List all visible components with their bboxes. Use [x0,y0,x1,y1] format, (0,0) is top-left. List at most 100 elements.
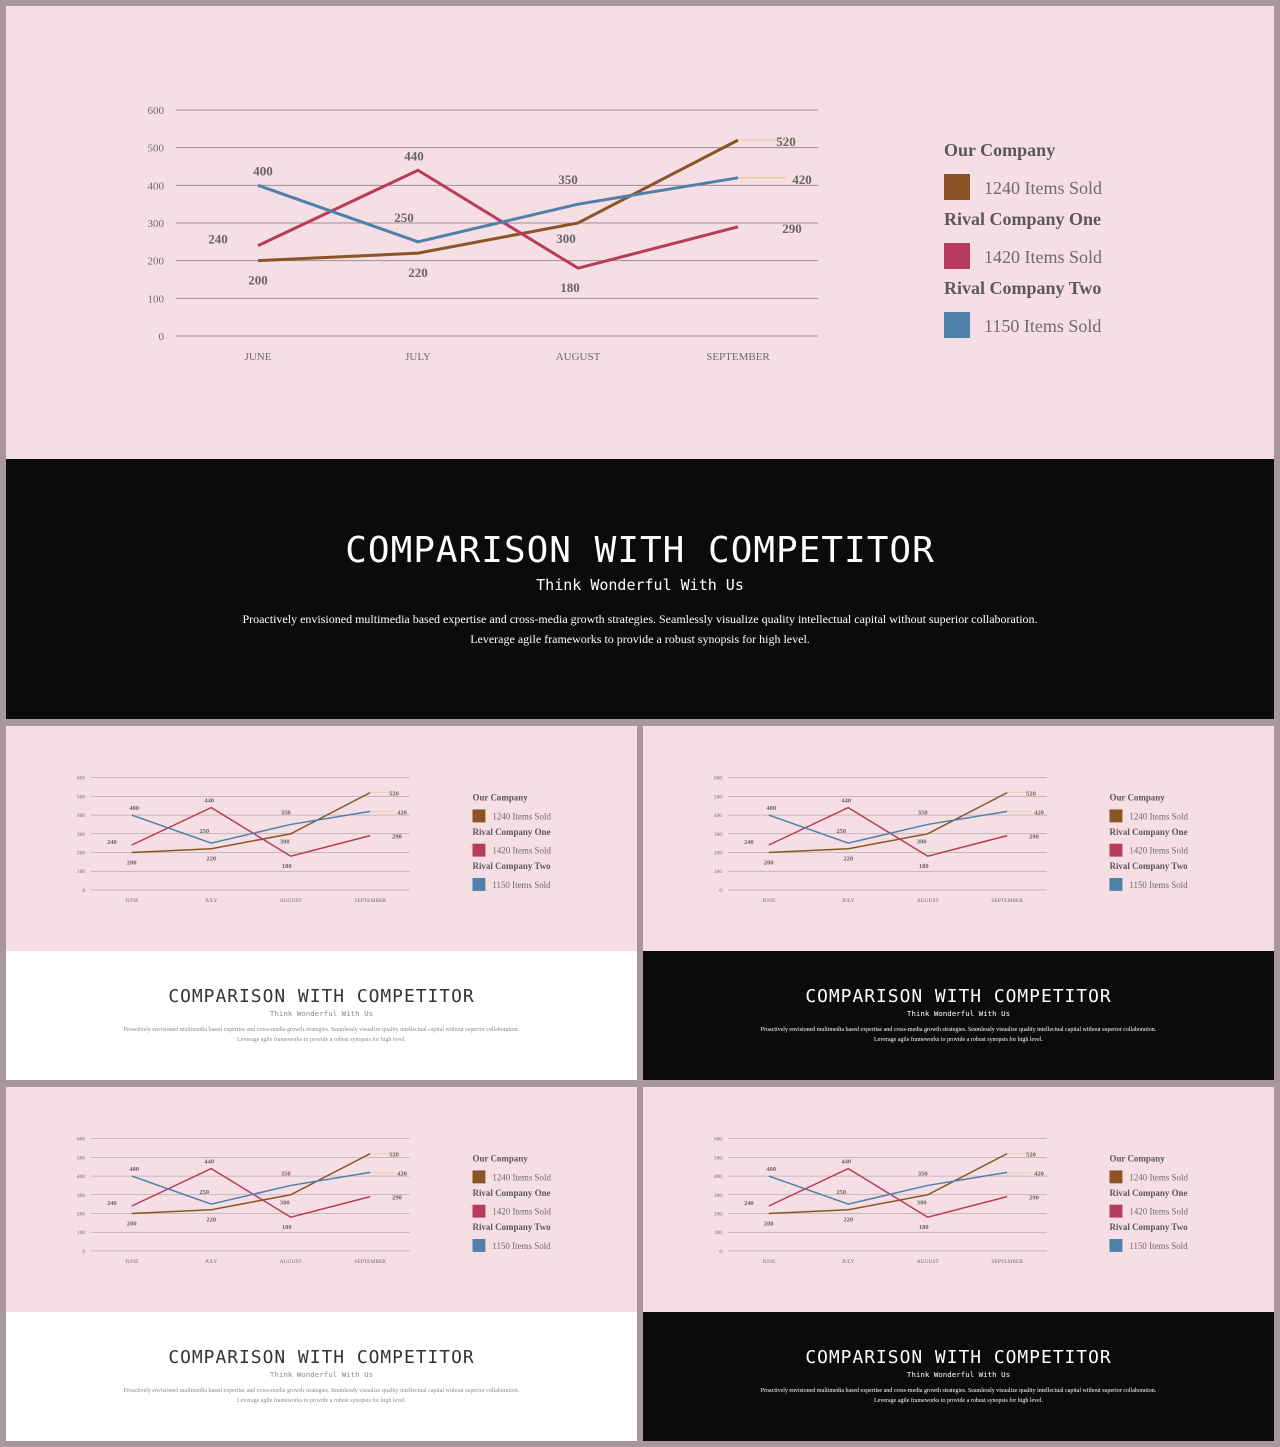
slide-title: COMPARISON WITH COMPETITOR [168,1347,475,1368]
series-line-1 [131,806,371,858]
x-tick-label: SEPTEMBER [354,898,386,904]
slide-thumb-light-1[interactable]: 0 100 200 300 400 500 600 JUNE JULY AUGUST SEPTEMB… [6,726,637,1080]
x-tick-label: AUGUST [556,351,601,363]
legend-subtitle: 1150 Items Sold [1129,1241,1188,1251]
data-label: 300 [280,839,290,846]
slide-subtitle: Think Wonderful With Us [536,576,744,594]
y-tick-label: 500 [77,794,85,800]
legend-name: Rival Company Two [1109,1222,1188,1232]
data-label: 420 [792,172,812,187]
data-label: 250 [836,828,846,835]
x-tick-label: SEPTEMBER [706,351,770,363]
slide-title: COMPARISON WITH COMPETITOR [345,530,935,571]
data-label: 180 [282,863,292,870]
slide-description-line2: Leverage agile frameworks to provide a r… [237,1036,406,1043]
legend-swatch [472,877,486,891]
legend-subtitle: 1150 Items Sold [492,880,551,890]
data-label: 350 [918,809,928,816]
slide-thumb-dark-1[interactable]: 0 100 200 300 400 500 600 JUNE JULY AUGUST SEPTEMB… [643,726,1274,1080]
y-tick-label: 0 [159,331,165,343]
x-tick-label: AUGUST [280,898,303,904]
legend-swatch [1109,877,1123,891]
slide-description-line2: Leverage agile frameworks to provide a r… [237,1397,406,1404]
y-tick-label: 0 [82,1249,85,1255]
slide-description-line2: Leverage agile frameworks to provide a r… [874,1036,1043,1043]
data-label: 240 [208,232,228,247]
data-label: 420 [1034,1170,1044,1177]
slide-thumb-light-2[interactable]: 0 100 200 300 400 500 600 JUNE JULY AUGUST SEPTEMB… [6,1087,637,1441]
x-tick-label: AUGUST [917,898,940,904]
x-tick-label: AUGUST [917,1259,940,1265]
slide-title: COMPARISON WITH COMPETITOR [805,1347,1112,1368]
data-label: 200 [127,1220,137,1227]
legend-name: Our Company [1109,793,1165,803]
slide-description-line1: Proactively envisioned multimedia based … [760,1026,1157,1033]
y-tick-label: 500 [714,794,722,800]
legend-swatch [944,312,970,338]
x-tick-label: JULY [405,351,431,363]
data-label: 440 [841,798,851,805]
data-label: 290 [392,1195,402,1202]
legend-subtitle: 1420 Items Sold [1129,846,1188,856]
chart-panel: 0 100 200 300 400 500 600 JUNE JULY AUGUST SEPTEMB… [6,6,1274,459]
data-label: 220 [408,265,428,280]
series-line-2 [768,1171,1008,1205]
data-label: 290 [1029,1195,1039,1202]
y-tick-label: 0 [719,888,722,894]
y-tick-label: 200 [77,1211,85,1217]
y-tick-label: 400 [148,180,165,192]
series-line-2 [131,1171,371,1205]
data-label: 200 [127,859,137,866]
line-chart: 0 100 200 300 400 500 600 JUNE JULY AUGUST SEPTEMB… [714,776,1189,904]
line-chart: 0 100 200 300 400 500 600 JUNE JULY AUGUST SEPTEMB… [148,105,1103,363]
legend-swatch [472,1204,486,1218]
data-label: 220 [206,856,216,863]
data-label: 220 [843,1217,853,1224]
slide-title: COMPARISON WITH COMPETITOR [168,986,475,1007]
y-tick-label: 100 [714,869,722,875]
data-label: 220 [206,1217,216,1224]
y-tick-label: 300 [714,832,722,838]
series-line-0 [768,791,1008,854]
slide-thumb-dark-2[interactable]: 0 100 200 300 400 500 600 JUNE JULY AUGUST SEPTEMB… [643,1087,1274,1441]
y-tick-label: 500 [77,1155,85,1161]
legend-name: Our Company [472,793,528,803]
legend-name: Our Company [1109,1154,1165,1164]
y-tick-label: 300 [77,1193,85,1199]
line-chart: 0 100 200 300 400 500 600 JUNE JULY AUGUST SEPTEMB… [77,776,552,904]
legend-subtitle: 1420 Items Sold [984,247,1102,267]
data-label: 400 [253,163,273,178]
legend-name: Rival Company Two [472,861,551,871]
legend-swatch [944,243,970,269]
data-label: 440 [404,148,424,163]
x-tick-label: JUNE [125,1259,139,1265]
data-label: 350 [918,1170,928,1177]
slide-main-dark[interactable]: 0 100 200 300 400 500 600 JUNE JULY AUGUST SEPTEMB… [6,6,1274,719]
x-tick-label: SEPTEMBER [991,1259,1023,1265]
line-chart: 0 100 200 300 400 500 600 JUNE JULY AUGUST SEPTEMB… [77,1137,552,1265]
data-label: 250 [394,210,414,225]
chart-panel: 0 100 200 300 400 500 600 JUNE JULY AUGUST SEPTEMB… [643,1087,1274,1312]
legend-swatch [1109,1204,1123,1218]
slide-description-line2: Leverage agile frameworks to provide a r… [874,1397,1043,1404]
data-label: 400 [766,805,776,812]
y-tick-label: 200 [77,850,85,856]
data-label: 350 [558,172,578,187]
data-label: 240 [107,839,117,846]
x-tick-label: SEPTEMBER [354,1259,386,1265]
x-tick-label: JUNE [762,898,776,904]
x-tick-label: JULY [842,898,855,904]
legend-subtitle: 1240 Items Sold [492,1172,551,1182]
chart-panel: 0 100 200 300 400 500 600 JUNE JULY AUGUST SEPTEMB… [6,1087,637,1312]
data-label: 420 [397,809,407,816]
data-label: 300 [280,1200,290,1207]
y-tick-label: 200 [148,256,165,268]
data-label: 520 [776,134,796,149]
text-panel: COMPARISON WITH COMPETITOR Think Wonderfu… [6,459,1274,719]
slide-description-line1: Proactively envisioned multimedia based … [760,1387,1157,1394]
legend-swatch [1109,843,1123,857]
y-tick-label: 300 [77,832,85,838]
x-tick-label: JUNE [762,1259,776,1265]
y-tick-label: 100 [714,1230,722,1236]
legend-subtitle: 1240 Items Sold [984,178,1102,198]
